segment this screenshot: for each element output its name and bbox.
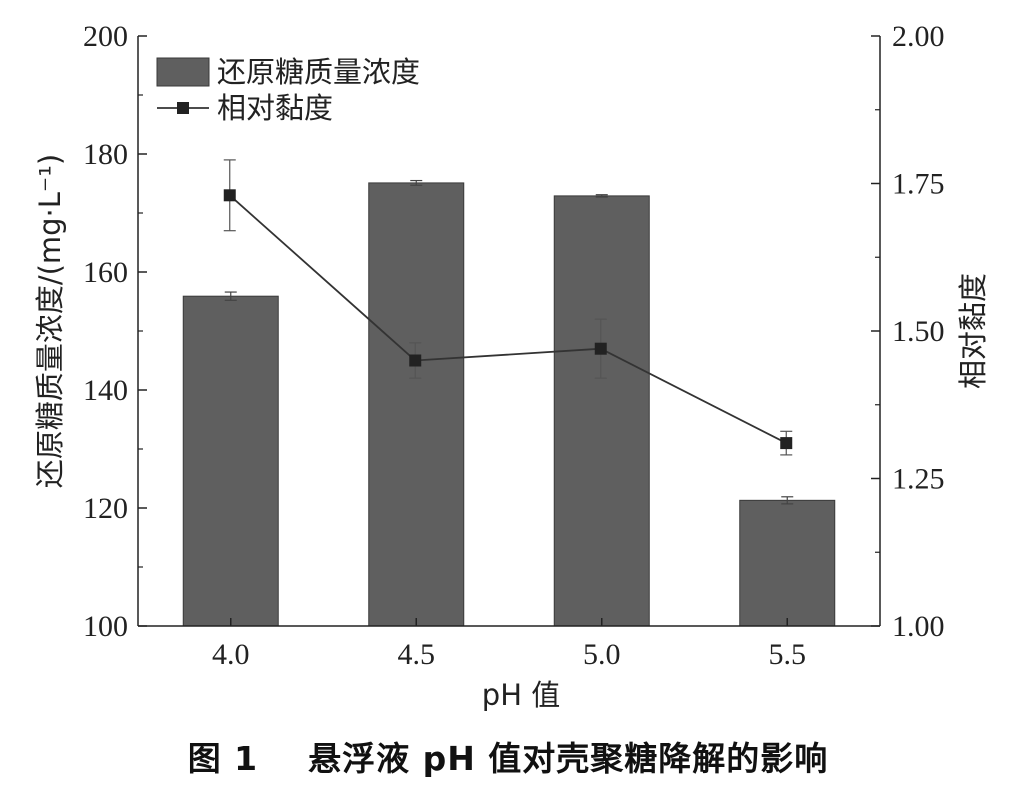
legend-line-marker — [177, 102, 189, 114]
x-tick-label: 4.5 — [398, 638, 436, 671]
right-tick-label: 2.00 — [892, 20, 945, 53]
left-tick-label: 100 — [83, 610, 128, 643]
line-marker — [409, 354, 422, 367]
legend-label-viscosity: 相对黏度 — [217, 91, 333, 125]
right-tick-label: 1.00 — [892, 610, 945, 643]
bar — [182, 295, 279, 627]
legend-label-reducing-sugar: 还原糖质量浓度 — [217, 55, 420, 89]
bar — [553, 195, 650, 627]
left-tick-label: 200 — [83, 20, 128, 53]
bar-error-bar — [410, 179, 423, 186]
figure-caption: 图 1 悬浮液 pH 值对壳聚糖降解的影响 — [187, 739, 829, 778]
bar-error-bar — [224, 291, 237, 301]
right-tick-label: 1.75 — [892, 168, 945, 201]
bar-error-bar — [595, 194, 608, 198]
right-tick-label: 1.50 — [892, 315, 945, 348]
x-tick-label: 4.0 — [212, 638, 250, 671]
line-series — [223, 159, 793, 456]
line-marker — [594, 342, 607, 355]
left-tick-label: 180 — [83, 138, 128, 171]
bar — [739, 499, 836, 627]
x-tick-label: 5.5 — [769, 638, 807, 671]
x-axis-title: pH 值 — [482, 678, 560, 712]
bar-series — [182, 182, 836, 627]
left-tick-label: 140 — [83, 374, 128, 407]
bar — [368, 182, 465, 627]
chart: 100 120 140 160 180 200 1.00 1.25 1.50 1.75 2.00 4.… — [33, 20, 990, 712]
left-tick-label: 120 — [83, 492, 128, 525]
bar-error-bar — [781, 496, 794, 505]
line-marker — [223, 189, 236, 202]
right-axis-title: 相对黏度 — [956, 273, 990, 389]
line-marker — [780, 437, 793, 450]
viscosity-line — [229, 194, 787, 444]
left-tick-label: 160 — [83, 256, 128, 289]
left-axis-title: 还原糖质量浓度/(mg·L⁻¹) — [33, 154, 67, 488]
legend-bar-swatch — [156, 57, 210, 87]
axes: 100 120 140 160 180 200 1.00 1.25 1.50 1.75 2.00 4.… — [33, 20, 990, 712]
bar-error-bars — [224, 179, 794, 505]
right-tick-label: 1.25 — [892, 463, 945, 496]
x-tick-label: 5.0 — [583, 638, 621, 671]
